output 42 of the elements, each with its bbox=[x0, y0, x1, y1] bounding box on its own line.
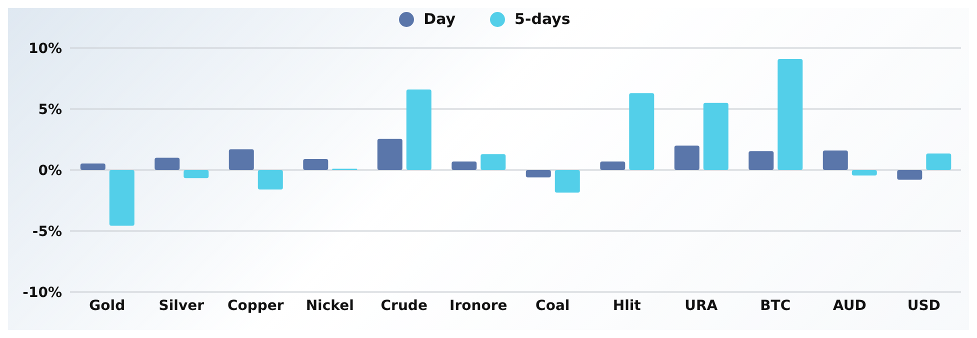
bar bbox=[452, 161, 477, 170]
x-tick-label: Nickel bbox=[306, 298, 354, 314]
y-tick-label: -10% bbox=[22, 284, 62, 301]
y-tick-label: 5% bbox=[38, 102, 62, 118]
bar bbox=[377, 138, 402, 170]
x-tick-label: Hlit bbox=[612, 298, 642, 314]
bar bbox=[778, 58, 803, 170]
x-tick-label: URA bbox=[684, 298, 718, 314]
x-tick-label: BTC bbox=[760, 298, 791, 314]
legend-label: 5-days bbox=[514, 10, 570, 28]
bar bbox=[629, 93, 654, 170]
bar bbox=[109, 170, 134, 226]
bar bbox=[154, 158, 180, 170]
y-tick-label: -5% bbox=[32, 224, 62, 240]
bar bbox=[703, 102, 728, 170]
bar bbox=[674, 146, 700, 170]
bar bbox=[406, 89, 432, 170]
x-tick-label: Copper bbox=[227, 298, 284, 314]
bar bbox=[748, 151, 774, 170]
y-tick-label: 0% bbox=[38, 162, 62, 179]
bar bbox=[303, 159, 328, 170]
bar bbox=[526, 170, 551, 178]
x-tick-label: Silver bbox=[158, 298, 204, 314]
x-tick-label: USD bbox=[907, 298, 940, 314]
x-tick-label: Crude bbox=[380, 298, 428, 314]
bar bbox=[554, 170, 580, 193]
bar bbox=[822, 150, 848, 170]
bar bbox=[600, 161, 626, 170]
x-tick-label: Gold bbox=[89, 298, 126, 314]
bar bbox=[258, 170, 283, 190]
x-tick-label: AUD bbox=[832, 298, 866, 314]
x-tick-label: Ironore bbox=[450, 298, 508, 314]
x-tick-label: Coal bbox=[536, 298, 570, 314]
bar bbox=[184, 170, 209, 178]
bar bbox=[897, 170, 922, 180]
bar bbox=[80, 164, 106, 170]
bar bbox=[852, 170, 877, 176]
legend-label: Day bbox=[424, 10, 456, 28]
y-tick-label: 10% bbox=[28, 40, 62, 57]
bar bbox=[480, 154, 506, 170]
bar bbox=[228, 149, 254, 170]
bar bbox=[926, 154, 952, 170]
